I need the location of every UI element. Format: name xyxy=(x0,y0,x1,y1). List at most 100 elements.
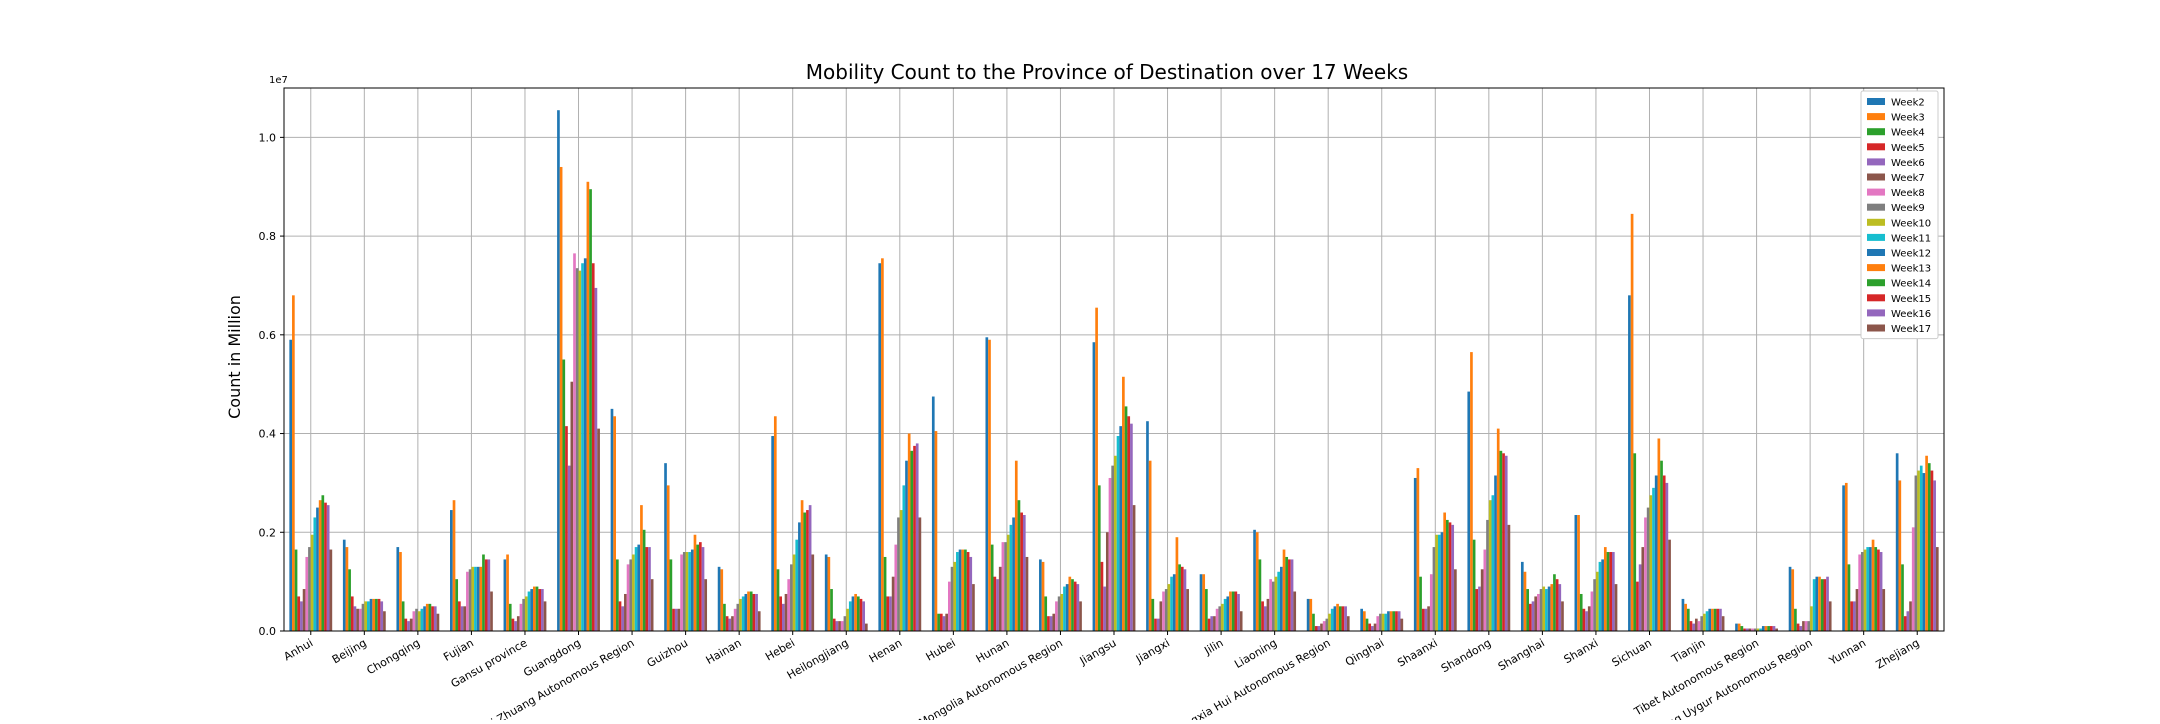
bar xyxy=(1320,623,1323,631)
legend-swatch xyxy=(1867,264,1885,272)
legend-swatch xyxy=(1867,279,1885,287)
bar xyxy=(1231,591,1235,631)
x-tick-label: Chongqing xyxy=(364,636,422,677)
bar xyxy=(1496,428,1500,631)
bar xyxy=(1159,601,1163,631)
bar xyxy=(1063,586,1066,631)
bar xyxy=(1686,608,1690,631)
bar xyxy=(565,426,568,631)
bar xyxy=(996,579,999,631)
bar xyxy=(993,576,997,631)
bar xyxy=(945,613,948,631)
bar xyxy=(348,569,351,631)
bar xyxy=(1713,608,1717,631)
bar xyxy=(1649,495,1653,631)
bar xyxy=(800,500,804,631)
bar xyxy=(843,616,847,631)
bar xyxy=(1745,628,1749,631)
bar xyxy=(1170,576,1173,631)
bar xyxy=(1277,571,1280,631)
bar xyxy=(1060,593,1064,631)
bar xyxy=(1609,552,1612,631)
bar xyxy=(1336,603,1339,631)
bar xyxy=(1127,416,1131,631)
bar xyxy=(1154,618,1157,631)
bar xyxy=(1229,591,1232,631)
bar xyxy=(1684,603,1687,631)
bar xyxy=(1162,591,1165,631)
bar xyxy=(835,621,839,631)
bar xyxy=(1373,623,1377,631)
bar xyxy=(302,589,306,631)
bar xyxy=(784,593,788,631)
bar xyxy=(862,601,865,631)
bar xyxy=(324,502,327,631)
bar xyxy=(752,593,756,631)
bar xyxy=(1429,574,1433,631)
bar xyxy=(616,559,619,631)
bar xyxy=(779,596,782,631)
bar xyxy=(840,621,844,631)
bar xyxy=(1917,470,1920,631)
bar xyxy=(342,539,346,631)
bar xyxy=(436,613,440,631)
bar xyxy=(573,253,576,632)
bar xyxy=(985,337,989,631)
bar xyxy=(757,611,761,631)
legend-swatch xyxy=(1867,158,1885,166)
bar xyxy=(463,606,467,631)
bar xyxy=(1662,475,1666,631)
bar xyxy=(666,485,670,631)
bar xyxy=(672,608,675,631)
legend-label: Week4 xyxy=(1891,128,1925,139)
bar xyxy=(1437,534,1441,631)
bar xyxy=(948,581,951,631)
bar xyxy=(1180,566,1184,631)
bar xyxy=(519,603,523,631)
bar xyxy=(1555,579,1559,631)
bar xyxy=(1261,601,1264,631)
bar xyxy=(1606,552,1610,631)
bar xyxy=(535,586,539,631)
bar xyxy=(1587,606,1591,631)
x-tick-label: Jiangxi xyxy=(1133,636,1172,666)
bar xyxy=(1328,613,1331,631)
bar xyxy=(1753,628,1757,631)
bar xyxy=(1668,539,1671,631)
bar xyxy=(1290,559,1294,631)
bar xyxy=(913,445,916,631)
legend-swatch xyxy=(1867,233,1885,241)
bar xyxy=(458,601,461,631)
bar xyxy=(1582,608,1586,631)
bar xyxy=(1719,608,1722,631)
legend-label: Week3 xyxy=(1891,113,1925,124)
bar xyxy=(1122,376,1125,631)
chart-title: Mobility Count to the Province of Destin… xyxy=(806,60,1408,84)
bar xyxy=(881,258,884,631)
bar xyxy=(476,566,480,631)
bar xyxy=(741,596,745,631)
bar xyxy=(747,591,750,631)
bar xyxy=(1346,616,1350,631)
legend-label: Week9 xyxy=(1891,203,1925,214)
bar xyxy=(1791,569,1795,631)
bar xyxy=(806,510,809,631)
bar xyxy=(811,554,815,631)
bar xyxy=(787,579,791,631)
x-tick-label: Yunnan xyxy=(1826,636,1868,668)
bar xyxy=(621,606,625,631)
bar xyxy=(1381,613,1385,631)
bar xyxy=(474,566,477,631)
bar xyxy=(790,564,793,631)
bar xyxy=(369,598,373,631)
bar xyxy=(420,608,424,631)
bar xyxy=(744,593,748,631)
bar xyxy=(524,596,528,631)
bar xyxy=(1274,576,1278,631)
legend-box xyxy=(1860,90,1939,340)
y-tick-label: 0.4 xyxy=(259,428,277,441)
bar xyxy=(316,507,319,631)
bar xyxy=(773,416,777,631)
bar xyxy=(1794,608,1797,631)
